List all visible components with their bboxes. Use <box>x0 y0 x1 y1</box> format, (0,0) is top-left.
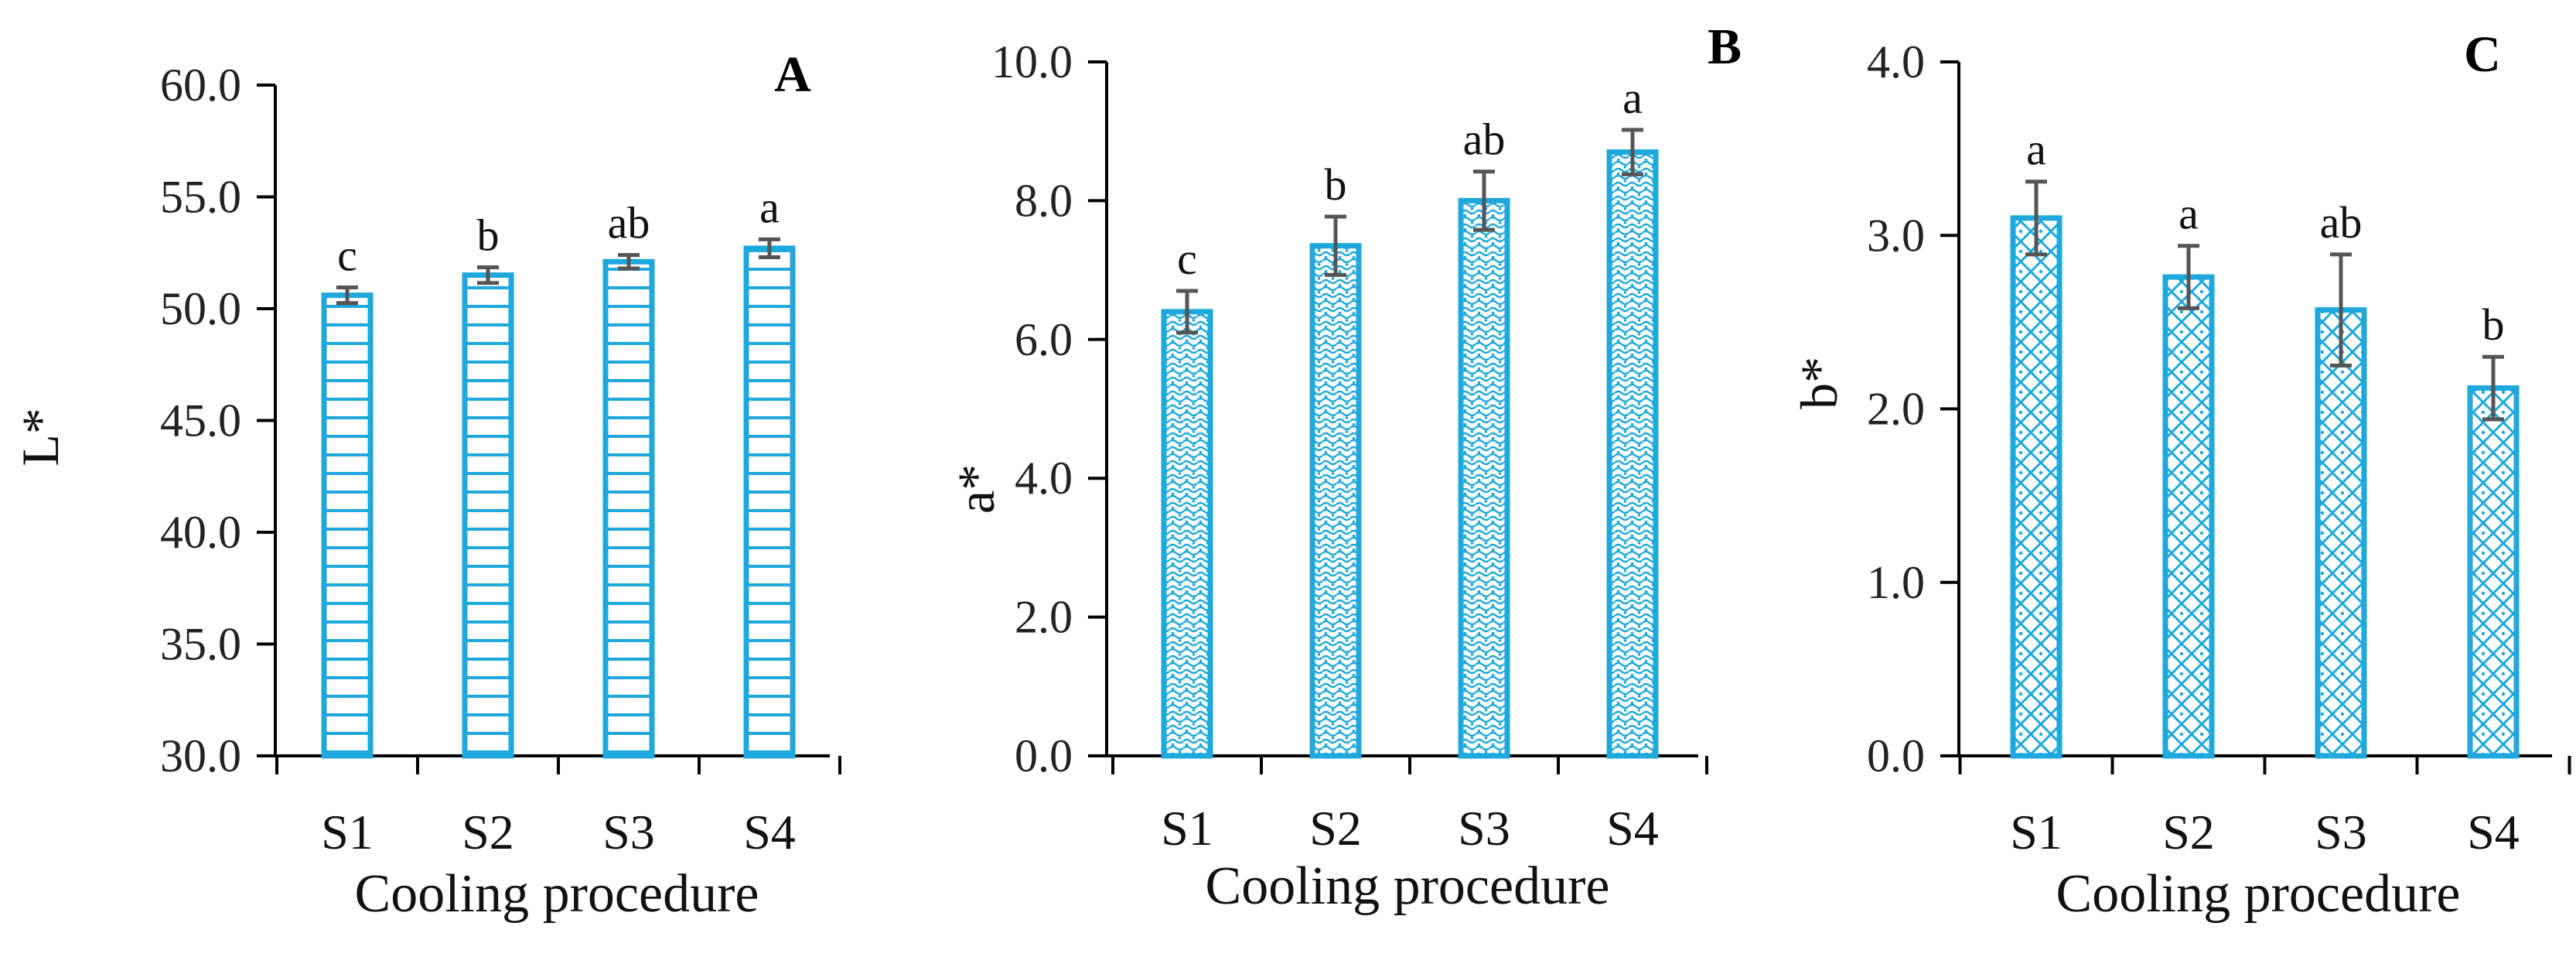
panel-b-bar-s1 <box>1161 309 1213 759</box>
panel-a-category-label: S1 <box>321 805 374 860</box>
panel-c-significance-label: b <box>2482 299 2505 350</box>
panel-a-y-tick-label: 50.0 <box>160 283 241 334</box>
panel-a-y-tick-label: 35.0 <box>160 619 241 670</box>
panel-c-bar-s4 <box>2467 385 2520 759</box>
panel-b-bar-s4 <box>1606 149 1659 759</box>
panel-c-significance-label: ab <box>2320 197 2363 248</box>
panel-c-yellowness-chart: 0.0 1.0 2.0 3.0 4.0 a S1 a S2 ab S3 b S4 b* Cooling pr… <box>1790 26 2571 924</box>
panel-a-x-axis-title: Cooling procedure <box>355 864 759 924</box>
panel-a-significance-label: b <box>477 210 500 261</box>
panel-a-significance-label: a <box>759 182 780 232</box>
panel-b-letter: B <box>1708 19 1742 75</box>
panel-b-redness-chart: 0.0 2.0 4.0 6.0 8.0 10.0 c S1 b S2 ab S3 a S4 a* Coolin… <box>947 19 1742 916</box>
panel-a-y-tick-label: 40.0 <box>160 507 241 558</box>
panel-c-y-tick-label: 4.0 <box>1867 36 1925 87</box>
panel-b-significance-label: ab <box>1463 114 1506 165</box>
panel-b-category-label: S4 <box>1606 801 1659 856</box>
panel-c-y-axis-title: b* <box>1790 357 1848 409</box>
panel-a-y-tick-label: 55.0 <box>160 172 241 223</box>
panel-c-y-tick-label: 2.0 <box>1867 384 1925 435</box>
panel-a-bar-s4 <box>743 245 796 759</box>
panel-b-significance-label: a <box>1622 73 1643 123</box>
panel-a-y-axis-title: L* <box>11 408 70 467</box>
panel-b-bar-s2 <box>1309 243 1362 759</box>
panel-c-letter: C <box>2464 26 2501 83</box>
panel-c-significance-label: a <box>2179 189 2199 239</box>
panel-a-y-tick-label: 30.0 <box>160 730 241 781</box>
panel-c-y-tick-label: 0.0 <box>1867 730 1925 781</box>
panel-b-y-tick-label: 2.0 <box>1015 592 1073 643</box>
panel-c-bar-s1 <box>2010 215 2063 759</box>
panel-b-y-tick-label: 4.0 <box>1015 453 1073 504</box>
panel-c-category-label: S2 <box>2162 805 2215 860</box>
panel-b-category-label: S2 <box>1309 801 1362 856</box>
panel-a-y-tick-label: 45.0 <box>160 395 241 446</box>
panel-b-y-axis-title: a* <box>947 464 1005 514</box>
panel-c-x-axis-title: Cooling procedure <box>2056 864 2461 924</box>
panel-c-category-label: S3 <box>2315 805 2367 860</box>
panel-c-category-label: S1 <box>2010 805 2063 860</box>
panel-a-lightness-chart: 30.0 35.0 40.0 45.0 50.0 55.0 60.0 c S1 b S2 ab S3 a S… <box>11 46 841 924</box>
panel-b-category-label: S1 <box>1161 801 1213 856</box>
panel-a-category-label: S4 <box>743 805 796 860</box>
panel-c-y-tick-label: 3.0 <box>1867 210 1925 261</box>
panel-a-bar-s3 <box>602 258 655 759</box>
panel-c-significance-label: a <box>2026 125 2046 175</box>
panel-a-category-label: S2 <box>462 805 514 860</box>
panel-a-significance-label: c <box>337 231 357 281</box>
panel-b-y-tick-label: 6.0 <box>1015 314 1073 365</box>
panel-c-bar-s3 <box>2315 307 2367 759</box>
panel-c-category-label: S4 <box>2467 805 2520 860</box>
panel-b-x-axis-title: Cooling procedure <box>1206 856 1610 916</box>
panel-a-letter: A <box>774 46 811 103</box>
panel-c-bar-s2 <box>2162 274 2215 759</box>
panel-a-bar-s2 <box>462 272 514 759</box>
panel-b-y-tick-label: 0.0 <box>1015 730 1073 781</box>
panel-a-bar-s1 <box>321 292 374 759</box>
panel-b-y-tick-label: 8.0 <box>1015 175 1073 226</box>
panel-b-bar-s3 <box>1458 197 1510 759</box>
panel-a-y-tick-label: 60.0 <box>160 60 241 111</box>
panel-b-category-label: S3 <box>1458 801 1510 856</box>
panel-a-significance-label: ab <box>608 198 650 248</box>
panel-b-y-tick-label: 10.0 <box>991 36 1073 87</box>
panel-b-significance-label: c <box>1177 234 1197 284</box>
panel-a-category-label: S3 <box>602 805 655 860</box>
panel-c-y-tick-label: 1.0 <box>1867 557 1925 608</box>
panel-b-significance-label: b <box>1325 159 1347 210</box>
